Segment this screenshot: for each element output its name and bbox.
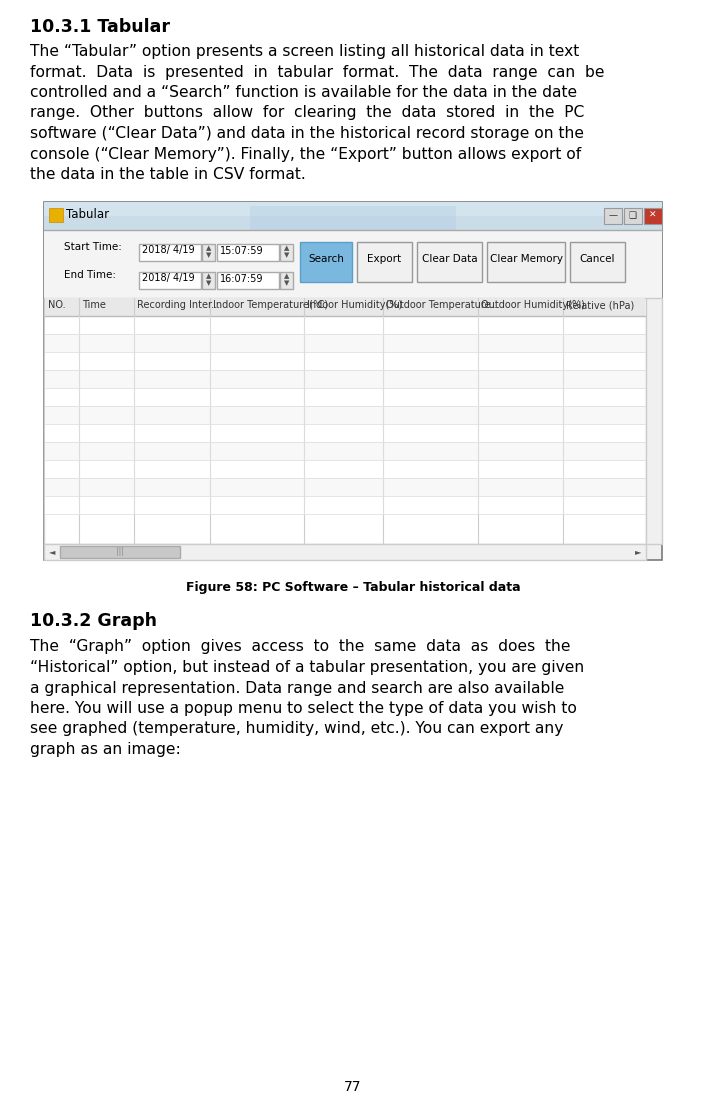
Text: Start Time:: Start Time:: [64, 242, 122, 252]
Bar: [45, 495, 645, 514]
Text: 10.3.1 Tabular: 10.3.1 Tabular: [30, 18, 170, 36]
Bar: [646, 297, 662, 544]
Text: Time: Time: [82, 301, 105, 311]
Bar: [45, 442, 645, 460]
Bar: [44, 230, 662, 297]
Text: software (“Clear Data”) and data in the historical record storage on the: software (“Clear Data”) and data in the …: [30, 126, 584, 141]
Bar: [139, 272, 201, 288]
Bar: [44, 297, 646, 544]
Text: ✕: ✕: [650, 211, 657, 220]
Text: format.  Data  is  presented  in  tabular  format.  The  data  range  can  be: format. Data is presented in tabular for…: [30, 64, 604, 80]
Bar: [45, 316, 645, 334]
Bar: [45, 406, 645, 423]
Bar: [487, 242, 565, 282]
Text: The “Tabular” option presents a screen listing all historical data in text: The “Tabular” option presents a screen l…: [30, 44, 579, 59]
Text: ▼: ▼: [284, 281, 289, 286]
Text: The  “Graph”  option  gives  access  to  the  same  data  as  does  the: The “Graph” option gives access to the s…: [30, 640, 570, 654]
Bar: [202, 243, 215, 261]
Bar: [45, 460, 645, 477]
Text: NO.: NO.: [48, 301, 66, 311]
Bar: [357, 242, 412, 282]
Bar: [644, 208, 662, 223]
Bar: [217, 243, 279, 261]
Bar: [49, 208, 63, 221]
Text: 15:07:59: 15:07:59: [220, 245, 263, 255]
Bar: [417, 242, 482, 282]
Bar: [624, 208, 642, 223]
Text: Export: Export: [367, 254, 402, 264]
Bar: [45, 351, 645, 369]
Text: Indoor Temperature(°C): Indoor Temperature(°C): [213, 301, 328, 311]
Text: ▲: ▲: [284, 245, 289, 252]
Text: Relative (hPa): Relative (hPa): [566, 301, 634, 311]
Text: Cancel: Cancel: [580, 254, 615, 264]
Text: ▲: ▲: [284, 274, 289, 280]
Text: “Historical” option, but instead of a tabular presentation, you are given: “Historical” option, but instead of a ta…: [30, 660, 585, 675]
Bar: [60, 546, 180, 558]
Bar: [280, 272, 293, 288]
Text: ◄: ◄: [49, 547, 55, 556]
Text: —: —: [609, 211, 618, 220]
Text: ❑: ❑: [629, 211, 637, 220]
Bar: [250, 206, 456, 230]
Text: Indoor Humidity(%): Indoor Humidity(%): [307, 301, 402, 311]
Text: console (“Clear Memory”). Finally, the “Export” button allows export of: console (“Clear Memory”). Finally, the “…: [30, 147, 581, 161]
Bar: [45, 388, 645, 406]
Text: 2018/ 4/19: 2018/ 4/19: [142, 274, 195, 284]
Text: |||: |||: [116, 547, 124, 556]
Bar: [45, 334, 645, 351]
Text: here. You will use a popup menu to select the type of data you wish to: here. You will use a popup menu to selec…: [30, 701, 577, 716]
Text: ▼: ▼: [206, 253, 211, 259]
Text: see graphed (temperature, humidity, wind, etc.). You can export any: see graphed (temperature, humidity, wind…: [30, 722, 563, 737]
Text: ▼: ▼: [206, 281, 211, 286]
Bar: [139, 243, 201, 261]
Bar: [44, 544, 646, 559]
Text: 2018/ 4/19: 2018/ 4/19: [142, 245, 195, 255]
Bar: [280, 243, 293, 261]
Text: ▲: ▲: [206, 245, 211, 252]
Bar: [44, 201, 662, 230]
Text: a graphical representation. Data range and search are also available: a graphical representation. Data range a…: [30, 681, 564, 695]
Bar: [45, 297, 645, 316]
Text: Outdoor Humidity(%): Outdoor Humidity(%): [481, 301, 585, 311]
Text: the data in the table in CSV format.: the data in the table in CSV format.: [30, 167, 306, 182]
Text: Tabular: Tabular: [66, 208, 109, 221]
Bar: [45, 477, 645, 495]
Bar: [45, 423, 645, 442]
Text: 77: 77: [345, 1080, 361, 1094]
Text: Clear Memory: Clear Memory: [489, 254, 563, 264]
Text: ▲: ▲: [206, 274, 211, 280]
Text: Figure 58: PC Software – Tabular historical data: Figure 58: PC Software – Tabular histori…: [186, 581, 520, 594]
Text: ▼: ▼: [284, 253, 289, 259]
Text: Outdoor Temperature...: Outdoor Temperature...: [386, 301, 500, 311]
Bar: [300, 242, 352, 282]
Text: 16:07:59: 16:07:59: [220, 274, 263, 284]
Text: Search: Search: [308, 254, 344, 264]
Bar: [570, 242, 625, 282]
Text: Recording Inter...: Recording Inter...: [137, 301, 220, 311]
Bar: [44, 201, 662, 215]
Bar: [202, 272, 215, 288]
Bar: [45, 369, 645, 388]
Text: ►: ►: [635, 547, 641, 556]
Text: Clear Data: Clear Data: [421, 254, 477, 264]
Text: controlled and a “Search” function is available for the data in the date: controlled and a “Search” function is av…: [30, 85, 577, 99]
Text: End Time:: End Time:: [64, 270, 116, 280]
Text: range.  Other  buttons  allow  for  clearing  the  data  stored  in  the  PC: range. Other buttons allow for clearing …: [30, 105, 585, 120]
Text: graph as an image:: graph as an image:: [30, 741, 181, 757]
Bar: [604, 208, 622, 223]
Bar: [44, 201, 662, 559]
Bar: [217, 272, 279, 288]
Text: 10.3.2 Graph: 10.3.2 Graph: [30, 611, 157, 630]
